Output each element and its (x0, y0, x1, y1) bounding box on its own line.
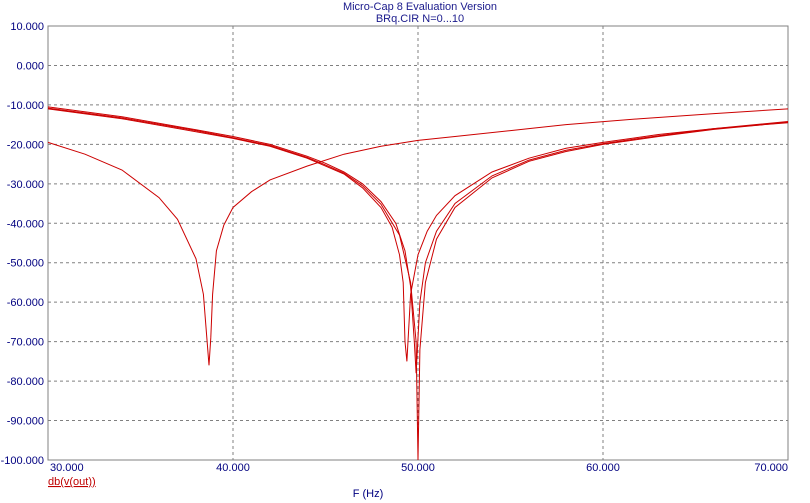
y-tick-label: -80.000 (7, 376, 44, 388)
chart-subtitle: BRq.CIR N=0...10 (376, 13, 464, 25)
y-axis-ticks: 10.000 0.000 -10.000 -20.000 -30.000 -40.000 -… (1, 21, 44, 467)
y-tick-label: -60.000 (7, 297, 44, 309)
x-axis-ticks: 30.000 40.000 50.000 60.000 70.000 (50, 462, 788, 474)
y-tick-label: -90.000 (7, 416, 44, 428)
chart-title: Micro-Cap 8 Evaluation Version (343, 1, 497, 13)
series-line-4 (47, 107, 789, 461)
series-line-2 (47, 108, 789, 362)
series-line-1 (47, 108, 789, 366)
series-line-3 (47, 106, 789, 374)
grid (48, 26, 788, 460)
x-tick-label: 70.000 (754, 462, 788, 474)
y-tick-label: -50.000 (7, 258, 44, 270)
y-tick-label: -10.000 (7, 100, 44, 112)
legend-entry: db(v(out)) (48, 476, 96, 488)
y-tick-label: -70.000 (7, 337, 44, 349)
x-axis-label: F (Hz) (353, 488, 384, 500)
y-tick-label: -20.000 (7, 139, 44, 151)
x-tick-label: 40.000 (216, 462, 250, 474)
y-tick-label: -100.000 (1, 455, 44, 467)
x-tick-label: 50.000 (401, 462, 435, 474)
y-tick-label: -40.000 (7, 218, 44, 230)
series-layer (47, 106, 789, 461)
y-tick-label: -30.000 (7, 179, 44, 191)
x-tick-label: 60.000 (586, 462, 620, 474)
x-tick-label: 30.000 (50, 462, 84, 474)
y-tick-label: 0.000 (16, 60, 44, 72)
y-tick-label: 10.000 (10, 21, 44, 33)
